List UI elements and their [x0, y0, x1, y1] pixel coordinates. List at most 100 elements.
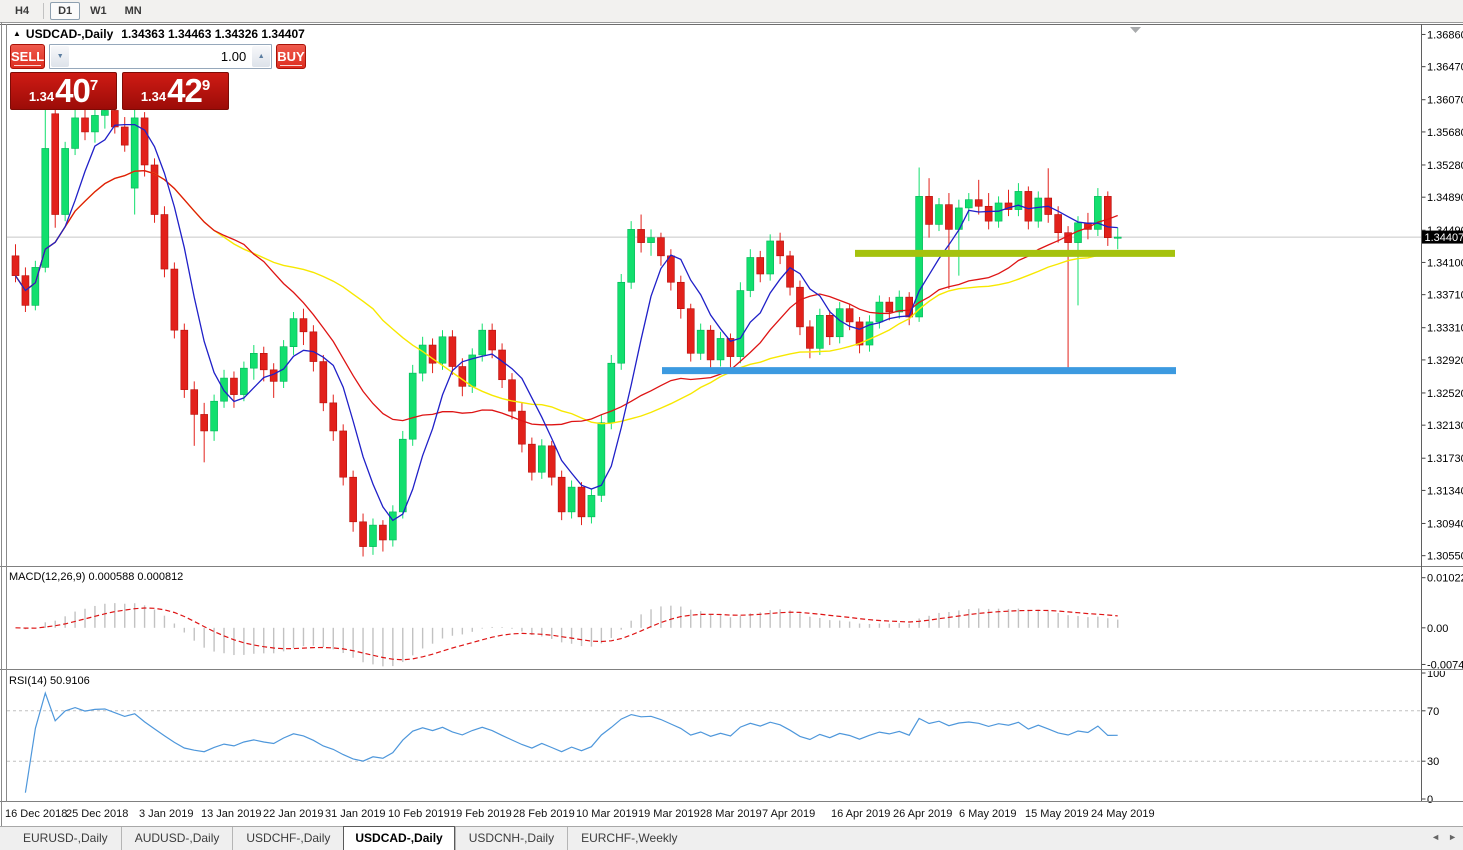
- svg-text:1.31730: 1.31730: [1427, 453, 1463, 465]
- svg-text:19 Feb 2019: 19 Feb 2019: [450, 808, 512, 820]
- price-axis[interactable]: [1422, 24, 1463, 801]
- buy-price-button[interactable]: 1.34 42 9: [122, 72, 229, 110]
- rsi-name: RSI(14): [9, 675, 47, 687]
- macd-name: MACD(12,26,9): [9, 571, 86, 583]
- svg-text:1.36070: 1.36070: [1427, 95, 1463, 107]
- timeframe-button-h4[interactable]: H4: [15, 5, 30, 17]
- chart-title: ▲ USDCAD-,Daily 1.34363 1.34463 1.34326 1.…: [13, 27, 305, 41]
- rsi-panel-area[interactable]: [7, 672, 1421, 801]
- sell-price-pip: 7: [89, 77, 99, 94]
- svg-text:13 Jan 2019: 13 Jan 2019: [201, 808, 262, 820]
- tab-scroll-left-button[interactable]: ◄: [1431, 832, 1441, 842]
- tab-usdcnh-daily[interactable]: USDCNH-,Daily: [454, 827, 567, 850]
- svg-text:-0.007477: -0.007477: [1427, 659, 1463, 671]
- svg-text:70: 70: [1427, 706, 1439, 718]
- svg-text:3 Jan 2019: 3 Jan 2019: [139, 808, 193, 820]
- rsi-indicator-label: RSI(14) 50.9106: [9, 675, 90, 687]
- timeframe-button-d1[interactable]: D1: [50, 2, 81, 20]
- tab-usdcad-daily[interactable]: USDCAD-,Daily: [343, 826, 455, 850]
- sell-button[interactable]: SELL: [10, 44, 46, 69]
- svg-text:1.32920: 1.32920: [1427, 355, 1463, 367]
- price-axis-ticks: 1.36860 1.36470 1.36070 1.35680 1.35280 1.348…: [1421, 29, 1463, 563]
- buy-price-big: 42: [167, 72, 203, 109]
- svg-text:16 Apr 2019: 16 Apr 2019: [831, 808, 890, 820]
- tab-eurchf-weekly[interactable]: EURCHF-,Weekly: [567, 827, 690, 850]
- svg-text:28 Mar 2019: 28 Mar 2019: [700, 808, 762, 820]
- spinner-down-icon: ▼: [56, 53, 64, 60]
- svg-text:1.36860: 1.36860: [1427, 29, 1463, 41]
- svg-text:24 May 2019: 24 May 2019: [1091, 808, 1155, 820]
- chart-ohlc-values: 1.34363 1.34463 1.34326 1.34407: [121, 27, 305, 41]
- tab-scroll-right-button[interactable]: ►: [1448, 832, 1457, 842]
- macd-panel-area[interactable]: [7, 569, 1421, 669]
- tab-eurusd-daily[interactable]: EURUSD-,Daily: [23, 831, 108, 845]
- svg-text:10 Mar 2019: 10 Mar 2019: [576, 808, 638, 820]
- svg-text:30: 30: [1427, 756, 1439, 768]
- sell-underline: [14, 65, 41, 66]
- svg-text:15 May 2019: 15 May 2019: [1025, 808, 1089, 820]
- svg-text:28 Feb 2019: 28 Feb 2019: [513, 808, 575, 820]
- buy-price-prefix: 1.34: [140, 89, 167, 104]
- chart-tab-bar: EURUSD-,Daily AUDUSD-,Daily USDCHF-,Daily U…: [0, 826, 1463, 850]
- svg-text:1.36470: 1.36470: [1427, 62, 1463, 74]
- volume-box: ▼ ▲: [49, 44, 273, 69]
- svg-text:1.34890: 1.34890: [1427, 192, 1463, 204]
- spinner-up-icon: ▲: [257, 53, 265, 60]
- svg-text:6 May 2019: 6 May 2019: [959, 808, 1016, 820]
- svg-text:1.34407: 1.34407: [1425, 232, 1463, 244]
- volume-input[interactable]: [70, 45, 252, 68]
- timeframe-button-w1[interactable]: W1: [90, 5, 107, 17]
- svg-text:1.30550: 1.30550: [1427, 551, 1463, 563]
- svg-text:7 Apr 2019: 7 Apr 2019: [762, 808, 815, 820]
- svg-text:1.35280: 1.35280: [1427, 160, 1463, 172]
- toolbar-separator: [43, 3, 45, 19]
- svg-text:1.31340: 1.31340: [1427, 485, 1463, 497]
- shift-end-marker-icon[interactable]: [1130, 27, 1141, 33]
- svg-text:1.34100: 1.34100: [1427, 257, 1463, 269]
- svg-text:19 Mar 2019: 19 Mar 2019: [638, 808, 700, 820]
- svg-text:1.33710: 1.33710: [1427, 290, 1463, 302]
- tab-scroll-arrows: ◄ ►: [1431, 832, 1457, 842]
- buy-price-pip: 9: [201, 77, 211, 94]
- macd-values: 0.000588 0.000812: [88, 571, 184, 583]
- svg-text:25 Dec 2018: 25 Dec 2018: [66, 808, 128, 820]
- svg-text:22 Jan 2019: 22 Jan 2019: [263, 808, 324, 820]
- sell-button-label: SELL: [11, 49, 45, 64]
- timeframe-toolbar: H4 D1 W1 MN: [0, 0, 1463, 22]
- timeframe-button-mn[interactable]: MN: [124, 5, 142, 17]
- volume-increase-button[interactable]: ▲: [252, 46, 271, 67]
- svg-text:1.32130: 1.32130: [1427, 420, 1463, 432]
- svg-text:0.010229: 0.010229: [1427, 573, 1463, 585]
- ma-line-21: [14, 170, 1118, 426]
- svg-text:16 Dec 2018: 16 Dec 2018: [5, 808, 67, 820]
- tab-audusd-daily[interactable]: AUDUSD-,Daily: [120, 827, 233, 850]
- ma-line-6: [14, 123, 1118, 522]
- sell-price-prefix: 1.34: [28, 89, 55, 104]
- sell-price-big: 40: [55, 72, 91, 109]
- svg-text:1.30940: 1.30940: [1427, 518, 1463, 530]
- svg-text:1.35680: 1.35680: [1427, 127, 1463, 139]
- svg-text:26 Apr 2019: 26 Apr 2019: [893, 808, 952, 820]
- macd-signal-line: [15, 607, 1118, 661]
- bid-price-tag: [1422, 230, 1463, 244]
- svg-text:0.00: 0.00: [1427, 623, 1448, 635]
- tab-usdchf-daily[interactable]: USDCHF-,Daily: [232, 827, 343, 850]
- collapse-triangle-icon[interactable]: ▲: [13, 29, 21, 38]
- rsi-line: [24, 691, 1118, 793]
- buy-button[interactable]: BUY: [276, 44, 306, 69]
- macd-indicator-label: MACD(12,26,9) 0.000588 0.000812: [9, 571, 183, 583]
- one-click-trade-panel: SELL ▼ ▲ BUY 1.34 40 7 1.34 42 9: [10, 44, 306, 110]
- svg-text:0: 0: [1427, 794, 1433, 806]
- svg-text:31 Jan 2019: 31 Jan 2019: [325, 808, 386, 820]
- buy-button-label: BUY: [277, 49, 305, 64]
- svg-text:10 Feb 2019: 10 Feb 2019: [388, 808, 450, 820]
- sell-price-button[interactable]: 1.34 40 7: [10, 72, 117, 110]
- volume-decrease-button[interactable]: ▼: [51, 46, 70, 67]
- buy-underline: [279, 65, 302, 66]
- rsi-value: 50.9106: [49, 675, 90, 687]
- svg-text:1.33310: 1.33310: [1427, 323, 1463, 335]
- chart-symbol-label: USDCAD-,Daily: [25, 27, 114, 41]
